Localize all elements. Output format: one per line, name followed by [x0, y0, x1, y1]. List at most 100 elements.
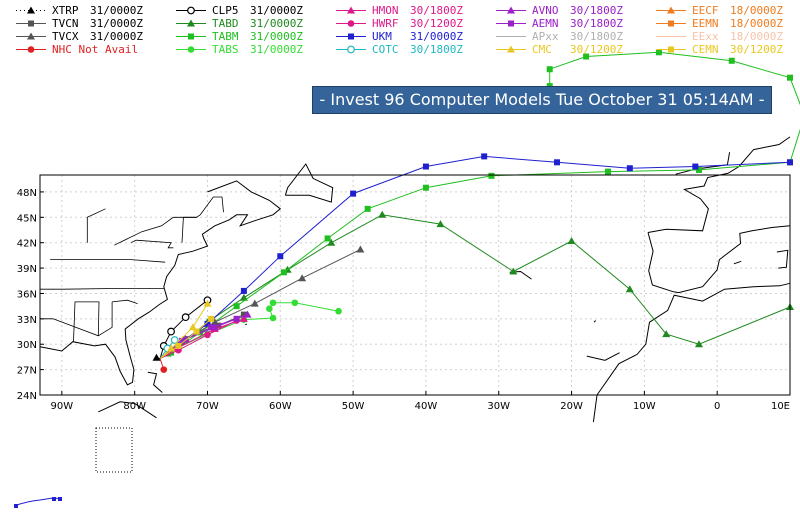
track-point-cotc: [170, 336, 179, 344]
legend-swatch: [336, 45, 366, 54]
legend-entry-tabd: TABD 31/0000Z: [174, 17, 324, 30]
track-line-cmc: [159, 303, 208, 359]
legend-entry-tabs: TABS 31/0000Z: [174, 43, 324, 56]
legend-entry-tvcx: TVCX 31/0000Z: [14, 30, 164, 43]
legend-swatch: [496, 20, 526, 27]
legend-swatch: [496, 36, 526, 37]
legend-label: TVCN: [52, 17, 79, 30]
legend-entry-eecf: EECF 18/0000Z: [654, 4, 800, 17]
model-legend: XTRP 31/0000Z CLP5 31/0000Z HMON 30/1800Z AVNO…: [0, 0, 800, 60]
track-point-tabs: [335, 307, 342, 315]
track-xtrp: [152, 353, 161, 361]
legend-entry-hwrf: HWRF 30/1200Z: [334, 17, 484, 30]
legend-label: AEMN: [532, 17, 559, 30]
track-point-tvcx: [250, 299, 259, 307]
track-point-tabs: [266, 305, 273, 312]
legend-time: 31/0000Z: [250, 43, 303, 56]
track-point-ukm: [277, 253, 284, 260]
legend-label: HWRF: [372, 17, 399, 30]
track-point-tabm: [488, 172, 495, 179]
map-frame: [39, 174, 791, 396]
track-point-ukm: [350, 190, 357, 197]
track-point-ukm: [787, 159, 793, 166]
legend-marker: [188, 33, 194, 40]
legend-marker: [667, 6, 675, 14]
track-cemn: [159, 315, 215, 360]
legend-swatch: [496, 45, 526, 53]
track-point-tabm: [695, 166, 702, 173]
legend-entry-tvcn: TVCN 31/0000Z: [14, 17, 164, 30]
lon-tick-label: 70W: [196, 401, 219, 412]
model-tracks: [152, 49, 800, 373]
track-point-tvcx: [356, 245, 365, 253]
track-point-ukm: [692, 163, 699, 170]
legend-label: HMON: [372, 4, 399, 17]
legend-marker: [347, 45, 355, 54]
lat-tick-label: 42N: [17, 239, 37, 250]
legend-label: TABS: [212, 43, 239, 56]
legend-marker: [348, 33, 354, 40]
track-ukm: [159, 153, 793, 359]
legend-marker: [187, 46, 195, 53]
legend-entry-cemn: CEMN 30/1200Z: [654, 43, 800, 56]
legend-time: 30/1800Z: [570, 4, 623, 17]
track-line-ukm: [159, 155, 791, 359]
lon-tick-label: 80W: [123, 401, 146, 412]
legend-label: CMC: [532, 43, 552, 56]
legend-time: 31/0000Z: [410, 30, 463, 43]
legend-label: TABD: [212, 17, 239, 30]
legend-swatch: [16, 32, 46, 40]
track-point-tabm: [655, 49, 662, 56]
legend-swatch: [176, 6, 206, 15]
map-grid: [40, 175, 791, 395]
track-point-cmc: [203, 299, 212, 307]
legend-swatch: [656, 6, 686, 14]
track-point-tabd: [327, 238, 336, 246]
track-point-tabd: [567, 237, 576, 244]
lat-tick-label: 27N: [17, 366, 37, 377]
legend-time: 30/1200Z: [730, 43, 783, 56]
legend-marker: [27, 46, 35, 53]
legend-swatch: [656, 20, 686, 27]
legend-entry-apxx: APxx 30/1800Z: [494, 30, 644, 43]
legend-label: NHC Not Avail: [52, 43, 139, 56]
legend-time: 18/0000Z: [730, 4, 783, 17]
legend-time: 30/1800Z: [410, 43, 463, 56]
lon-tick-label: 0: [714, 401, 720, 412]
track-tabd: [159, 210, 794, 360]
corner-track-fragment: [13, 497, 62, 508]
legend-entry-tabm: TABM 31/0000Z: [174, 30, 324, 43]
legend-label: UKM: [372, 30, 392, 43]
legend-entry-cotc: COTC 30/1800Z: [334, 43, 484, 56]
track-nhc: [159, 358, 168, 373]
track-point-tabd: [378, 210, 387, 218]
track-point-cemn: [175, 342, 182, 349]
track-point-tabm: [583, 53, 590, 60]
legend-marker: [347, 6, 355, 14]
legend-time: 31/0000Z: [90, 30, 143, 43]
legend-time: 31/0000Z: [250, 4, 303, 17]
legend-entry-avno: AVNO 30/1800Z: [494, 4, 644, 17]
lat-tick-label: 36N: [17, 289, 37, 300]
legend-marker: [668, 46, 674, 53]
legend-marker: [27, 6, 35, 14]
track-point-ukm: [240, 287, 247, 294]
legend-marker: [508, 20, 514, 27]
legend-time: 30/1800Z: [410, 4, 463, 17]
legend-entry-nhc-not-avail: NHC Not Avail: [14, 43, 164, 56]
legend-label: CEMN: [692, 43, 719, 56]
track-point-tabd: [509, 267, 518, 275]
legend-swatch: [656, 46, 686, 53]
legend-entry-hmon: HMON 30/1800Z: [334, 4, 484, 17]
track-line-tabs: [159, 302, 339, 360]
legend-entry-eexx: EExx 18/0000Z: [654, 30, 800, 43]
legend-swatch: [16, 46, 46, 53]
legend-marker: [507, 45, 515, 53]
track-point-ukm: [204, 320, 211, 327]
track-point-aemn: [178, 337, 185, 344]
legend-label: XTRP: [52, 4, 79, 17]
lat-tick-label: 30N: [17, 340, 37, 351]
track-point-tabm: [546, 66, 553, 73]
legend-marker: [187, 6, 195, 15]
